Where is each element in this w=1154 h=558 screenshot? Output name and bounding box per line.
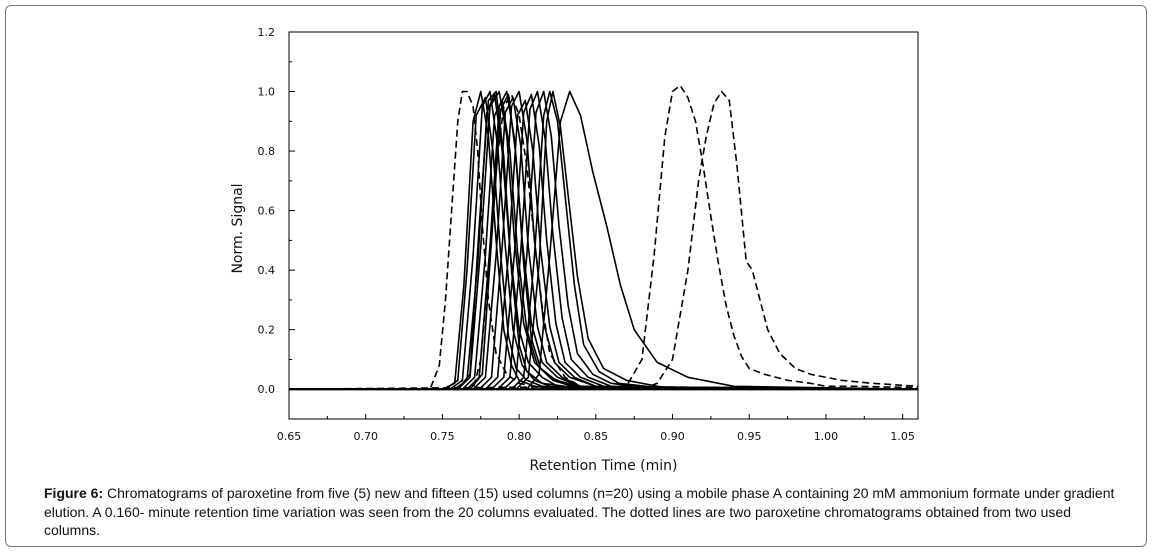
caption-text: Chromatograms of paroxetine from five (5… — [44, 485, 1115, 538]
series-line-14 — [289, 90, 918, 391]
y-tick-label: 1.2 — [258, 26, 276, 39]
y-tick-label: 0.2 — [258, 324, 276, 337]
series-line-10 — [289, 99, 918, 391]
x-axis: 0.65 0.70 0.75 0.80 0.85 0.90 0.95 1.00 1.05 — [277, 414, 915, 443]
series-line-1 — [289, 90, 918, 391]
y-tick-label: 0.6 — [258, 205, 276, 218]
x-tick-label: 1.00 — [814, 430, 839, 443]
series-line-6 — [289, 99, 918, 391]
series-line-4 — [289, 93, 918, 391]
series-line-18 — [289, 93, 919, 391]
dashed-series-line-20 — [289, 93, 919, 391]
dashed-series-line-21 — [288, 84, 919, 390]
y-tick-label: 0.0 — [258, 383, 276, 396]
series-line-8 — [289, 96, 918, 391]
y-tick-label: 0.4 — [258, 264, 276, 277]
y-tick-label: 0.8 — [258, 145, 276, 158]
series-line-3 — [289, 90, 918, 391]
plot-border — [288, 31, 919, 420]
series-line-15 — [289, 90, 918, 391]
chromatogram-series — [288, 84, 919, 391]
x-tick-label: 0.90 — [660, 430, 685, 443]
x-tick-label: 0.85 — [584, 430, 609, 443]
series-line-11 — [289, 93, 918, 391]
y-axis-title: Norm. Signal — [230, 183, 246, 273]
series-line-16 — [289, 90, 919, 391]
dashed-series-line-19 — [289, 90, 918, 391]
figure-frame — [5, 5, 1147, 547]
series-line-5 — [289, 90, 918, 391]
plot-area — [288, 31, 919, 420]
y-axis: 0.0 0.2 0.4 0.6 0.8 1.0 1.2 — [258, 26, 295, 396]
series-line-17 — [289, 90, 919, 391]
chromatogram-chart: 0.65 0.70 0.75 0.80 0.85 0.90 0.95 1.00 1.05 0.0… — [230, 26, 919, 474]
series-line-12 — [289, 90, 918, 391]
x-axis-title: Retention Time (min) — [530, 458, 678, 474]
x-tick-label: 0.80 — [507, 430, 532, 443]
x-tick-label: 0.70 — [353, 430, 378, 443]
dashed-series-line-22 — [289, 90, 919, 391]
y-tick-label: 1.0 — [258, 86, 276, 99]
series-line-13 — [289, 90, 918, 391]
series-line-2 — [289, 96, 918, 391]
series-line-7 — [289, 90, 918, 391]
x-tick-label: 0.65 — [277, 430, 302, 443]
x-tick-label: 0.75 — [430, 430, 455, 443]
caption-label: Figure 6: — [44, 485, 104, 501]
figure-caption: Figure 6: Chromatograms of paroxetine fr… — [44, 484, 1122, 540]
x-tick-label: 0.95 — [737, 430, 762, 443]
x-tick-label: 1.05 — [890, 430, 915, 443]
series-line-9 — [289, 90, 918, 391]
